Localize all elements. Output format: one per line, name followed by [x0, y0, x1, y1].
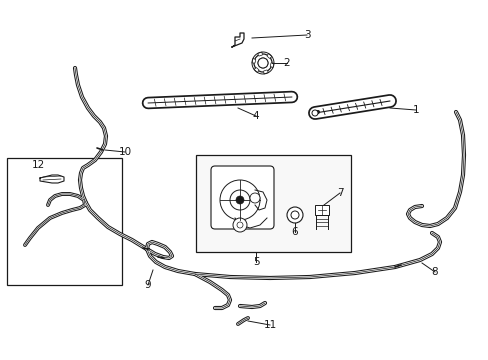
Text: 11: 11: [263, 320, 276, 330]
Text: 7: 7: [336, 188, 343, 198]
FancyBboxPatch shape: [210, 166, 273, 229]
Text: 5: 5: [252, 257, 259, 267]
Circle shape: [253, 54, 271, 72]
Polygon shape: [266, 54, 271, 58]
Bar: [7, 158, 122, 285]
Text: 12: 12: [31, 160, 44, 170]
Text: 9: 9: [144, 280, 151, 290]
Circle shape: [311, 110, 317, 116]
Polygon shape: [253, 68, 259, 72]
Circle shape: [258, 58, 267, 68]
Circle shape: [232, 218, 246, 232]
Polygon shape: [270, 63, 273, 68]
Circle shape: [229, 190, 249, 210]
Text: 3: 3: [303, 30, 310, 40]
Text: 4: 4: [252, 111, 259, 121]
Polygon shape: [263, 70, 268, 74]
Bar: [196, 155, 350, 252]
Text: 2: 2: [283, 58, 290, 68]
Polygon shape: [257, 52, 262, 56]
Circle shape: [286, 207, 303, 223]
Polygon shape: [231, 33, 244, 47]
Circle shape: [290, 211, 298, 219]
Text: 1: 1: [412, 105, 418, 115]
Circle shape: [249, 193, 260, 203]
Bar: [314, 205, 328, 215]
Circle shape: [236, 196, 244, 204]
Polygon shape: [40, 175, 64, 183]
Circle shape: [237, 222, 243, 228]
Circle shape: [258, 58, 267, 68]
Circle shape: [220, 180, 260, 220]
Polygon shape: [251, 58, 255, 63]
Text: 8: 8: [431, 267, 437, 277]
Text: 6: 6: [291, 227, 298, 237]
Text: 10: 10: [118, 147, 131, 157]
